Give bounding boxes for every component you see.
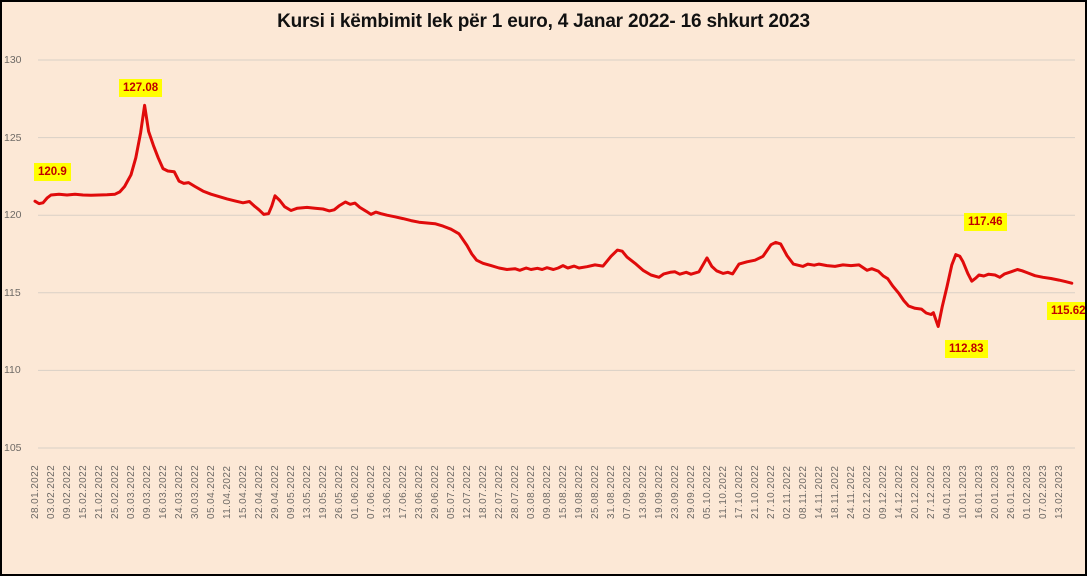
x-axis-tick-label: 29.09.2022	[686, 464, 697, 519]
x-axis-tick-label: 22.04.2022	[254, 464, 265, 519]
x-axis-tick-label: 27.10.2022	[766, 464, 777, 519]
x-axis-tick-label: 11.10.2022	[718, 465, 729, 519]
x-axis-tick-label: 27.12.2022	[926, 464, 937, 519]
data-point-label: 120.9	[34, 163, 71, 181]
x-axis-tick-label: 02.11.2022	[782, 465, 793, 519]
x-axis-tick-label: 09.05.2022	[286, 464, 297, 519]
x-axis-tick-label: 13.09.2022	[638, 464, 649, 519]
x-axis-tick-label: 09.12.2022	[878, 464, 889, 519]
y-axis-tick-label: 110	[4, 364, 21, 377]
x-axis-tick-label: 09.02.2022	[62, 464, 73, 519]
x-axis-tick-label: 21.10.2022	[750, 464, 761, 519]
x-axis-tick-label: 03.02.2022	[46, 464, 57, 519]
x-axis-tick-label: 13.02.2023	[1054, 464, 1065, 519]
x-axis-tick-label: 24.11.2022	[846, 465, 857, 519]
x-axis-tick-label: 05.04.2022	[206, 464, 217, 519]
x-axis-tick-label: 07.06.2022	[366, 464, 377, 519]
data-point-label: 117.46	[964, 213, 1007, 231]
x-axis-tick-label: 10.01.2023	[958, 464, 969, 519]
data-point-label: 127.08	[119, 79, 163, 97]
x-axis-tick-label: 03.03.2022	[126, 464, 137, 519]
x-axis-tick-label: 14.12.2022	[894, 464, 905, 519]
x-axis-tick-label: 18.11.2022	[830, 465, 841, 519]
data-point-label: 112.83	[945, 340, 988, 358]
x-axis-tick-label: 19.09.2022	[654, 464, 665, 519]
x-axis-tick-label: 03.08.2022	[526, 464, 537, 519]
x-axis-tick-label: 05.10.2022	[702, 464, 713, 519]
x-axis-tick-label: 11.04.2022	[222, 465, 233, 519]
x-axis-tick-label: 28.01.2022	[30, 464, 41, 519]
x-axis-tick-label: 23.06.2022	[414, 464, 425, 519]
x-axis-tick-label: 23.09.2022	[670, 464, 681, 519]
x-axis-tick-label: 31.08.2022	[606, 464, 617, 519]
x-axis-tick-label: 08.11.2022	[798, 465, 809, 519]
x-axis-tick-label: 26.05.2022	[334, 464, 345, 519]
y-axis-tick-label: 120	[4, 209, 22, 222]
data-point-label: 115.62	[1047, 302, 1085, 320]
x-axis-tick-label: 15.08.2022	[558, 464, 569, 519]
series-line	[33, 103, 1074, 328]
y-axis-tick-label: 125	[4, 131, 22, 144]
x-axis-tick-label: 28.07.2022	[510, 464, 521, 519]
x-axis-tick-label: 24.03.2022	[174, 464, 185, 519]
x-axis-tick-label: 22.07.2022	[494, 464, 505, 519]
chart-title: Kursi i këmbimit lek për 1 euro, 4 Janar…	[277, 11, 810, 32]
x-axis-tick-label: 16.03.2022	[158, 464, 169, 519]
y-axis-tick-label: 105	[4, 442, 22, 454]
x-axis-tick-label: 05.07.2022	[446, 464, 457, 519]
x-axis-tick-label: 09.03.2022	[142, 464, 153, 519]
x-axis-tick-label: 29.04.2022	[270, 464, 281, 519]
x-axis-tick-label: 13.06.2022	[382, 464, 393, 519]
x-axis-tick-label: 20.01.2023	[990, 464, 1001, 519]
y-axis-tick-label: 115	[4, 286, 21, 299]
x-axis-tick-label: 26.01.2023	[1006, 464, 1017, 519]
x-axis-tick-label: 25.02.2022	[110, 464, 121, 519]
x-axis-tick-label: 19.05.2022	[318, 464, 329, 519]
x-axis-tick-label: 16.01.2023	[974, 464, 985, 519]
x-axis-tick-label: 21.02.2022	[94, 464, 105, 519]
x-axis-tick-label: 07.02.2023	[1038, 464, 1049, 519]
x-axis-tick-label: 01.02.2023	[1022, 464, 1033, 519]
x-axis-tick-label: 25.08.2022	[590, 464, 601, 519]
x-axis-tick-label: 14.11.2022	[814, 465, 825, 519]
x-axis-tick-label: 07.09.2022	[622, 464, 633, 519]
x-axis-tick-label: 20.12.2022	[910, 464, 921, 519]
y-axis-tick-label: 130	[4, 54, 22, 66]
x-axis-tick-label: 17.10.2022	[734, 464, 745, 519]
x-axis-tick-label: 04.01.2023	[942, 464, 953, 519]
x-axis-tick-label: 29.06.2022	[430, 464, 441, 519]
x-axis-tick-label: 17.06.2022	[398, 464, 409, 519]
x-axis-tick-label: 02.12.2022	[862, 464, 873, 519]
x-axis-tick-label: 15.02.2022	[78, 464, 89, 519]
x-axis-tick-label: 12.07.2022	[462, 464, 473, 519]
x-axis-tick-label: 15.04.2022	[238, 464, 249, 519]
x-axis-tick-label: 01.06.2022	[350, 464, 361, 519]
x-axis-tick-label: 18.07.2022	[478, 464, 489, 519]
x-axis-tick-label: 13.05.2022	[302, 464, 313, 519]
x-axis-tick-label: 30.03.2022	[190, 464, 201, 519]
x-axis-tick-label: 09.08.2022	[542, 464, 553, 519]
x-axis-tick-label: 19.08.2022	[574, 464, 585, 519]
